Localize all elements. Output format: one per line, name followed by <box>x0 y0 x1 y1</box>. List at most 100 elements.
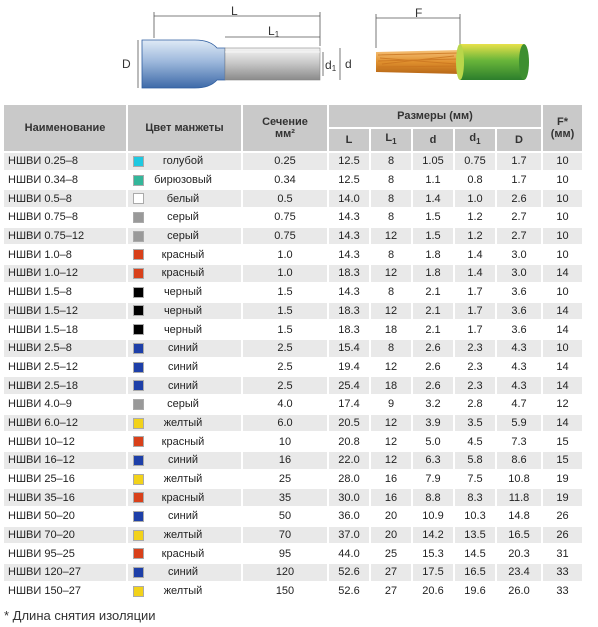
cell-L1: 27 <box>371 564 411 581</box>
color-swatch <box>133 193 144 205</box>
cell-color: серый <box>128 209 241 226</box>
color-swatch <box>133 436 144 448</box>
cell-L: 20.8 <box>329 433 369 450</box>
cell-L1: 12 <box>371 358 411 376</box>
table-row: НШВИ 95–25 красный 95 44.0 25 15.3 14.5 20.3 31 <box>4 545 582 563</box>
cell-color: серый <box>128 227 241 245</box>
color-swatch <box>133 305 144 317</box>
cell-d: 6.3 <box>413 452 453 469</box>
cell-color: синий <box>128 358 241 376</box>
cell-section: 50 <box>243 508 327 525</box>
cell-F: 10 <box>543 339 582 357</box>
color-swatch <box>133 324 144 336</box>
cell-d1: 13.5 <box>455 526 495 544</box>
cell-color: черный <box>128 302 241 320</box>
cell-name: НШВИ 120–27 <box>4 564 126 581</box>
cell-section: 25 <box>243 470 327 488</box>
cell-color: синий <box>128 452 241 469</box>
cell-L1: 12 <box>371 227 411 245</box>
cell-L: 22.0 <box>329 452 369 469</box>
cell-section: 0.5 <box>243 190 327 208</box>
label-L: L <box>231 6 238 18</box>
cell-L: 37.0 <box>329 526 369 544</box>
table-row: НШВИ 1.0–8 красный 1.0 14.3 8 1.8 1.4 3.0 10 <box>4 246 582 264</box>
color-name: желтый <box>163 585 203 598</box>
header-name: Наименование <box>4 105 126 151</box>
cell-name: НШВИ 1.0–12 <box>4 265 126 282</box>
cell-section: 1.5 <box>243 302 327 320</box>
cell-d1: 7.5 <box>455 470 495 488</box>
ferrule-dimension-drawing: L L1 D d1 d <box>122 6 352 89</box>
cell-F: 26 <box>543 508 582 525</box>
label-D: D <box>122 57 131 71</box>
cell-L: 52.6 <box>329 582 369 600</box>
cell-color: белый <box>128 190 241 208</box>
cell-L1: 8 <box>371 190 411 208</box>
color-swatch <box>133 174 144 186</box>
cell-D: 20.3 <box>497 545 541 563</box>
cell-d1: 2.3 <box>455 339 495 357</box>
cell-d: 15.3 <box>413 545 453 563</box>
cell-section: 1.0 <box>243 246 327 264</box>
header-section: Сечение мм² <box>243 105 327 151</box>
ferrule-spec-table: Наименование Цвет манжеты Сечение мм² Раз… <box>2 103 584 602</box>
cell-d1: 1.7 <box>455 283 495 301</box>
cell-D: 7.3 <box>497 433 541 450</box>
cell-section: 16 <box>243 452 327 469</box>
table-row: НШВИ 150–27 желтый 150 52.6 27 20.6 19.6 26.0 33 <box>4 582 582 600</box>
cell-D: 1.7 <box>497 153 541 170</box>
cell-F: 10 <box>543 171 582 189</box>
cell-d: 1.1 <box>413 171 453 189</box>
table-row: НШВИ 0.25–8 голубой 0.25 12.5 8 1.05 0.75 1.7 10 <box>4 153 582 170</box>
cell-color: красный <box>128 489 241 507</box>
color-swatch <box>133 212 144 223</box>
color-swatch <box>133 454 144 466</box>
cell-d1: 0.75 <box>455 153 495 170</box>
color-name: голубой <box>162 155 204 168</box>
cell-section: 10 <box>243 433 327 450</box>
color-name: желтый <box>163 473 203 486</box>
cell-section: 2.5 <box>243 377 327 394</box>
cell-d1: 4.5 <box>455 433 495 450</box>
cell-d: 1.8 <box>413 265 453 282</box>
cell-name: НШВИ 0.25–8 <box>4 153 126 170</box>
color-name: серый <box>167 230 199 243</box>
cell-color: синий <box>128 339 241 357</box>
cell-L1: 25 <box>371 545 411 563</box>
color-name: белый <box>166 192 200 205</box>
cell-color: синий <box>128 377 241 394</box>
cell-name: НШВИ 25–16 <box>4 470 126 488</box>
header-dims: Размеры (мм) <box>329 105 541 127</box>
cell-name: НШВИ 16–12 <box>4 452 126 469</box>
cell-F: 10 <box>543 153 582 170</box>
cell-D: 3.6 <box>497 302 541 320</box>
table-row: НШВИ 0.75–12 серый 0.75 14.3 12 1.5 1.2 2.7 10 <box>4 227 582 245</box>
cell-name: НШВИ 2.5–18 <box>4 377 126 394</box>
color-name: красный <box>161 491 205 504</box>
cell-color: красный <box>128 433 241 450</box>
cell-D: 23.4 <box>497 564 541 581</box>
table-row: НШВИ 0.75–8 серый 0.75 14.3 8 1.5 1.2 2.7 10 <box>4 209 582 226</box>
table-row: НШВИ 1.5–8 черный 1.5 14.3 8 2.1 1.7 3.6 10 <box>4 283 582 301</box>
cell-name: НШВИ 35–16 <box>4 489 126 507</box>
cell-F: 15 <box>543 433 582 450</box>
cell-d1: 14.5 <box>455 545 495 563</box>
stripped-wire-drawing: F <box>375 6 529 80</box>
cell-D: 3.6 <box>497 283 541 301</box>
color-name: черный <box>163 286 203 299</box>
color-swatch <box>133 548 144 560</box>
cell-section: 0.25 <box>243 153 327 170</box>
cell-F: 12 <box>543 395 582 413</box>
label-d: d <box>345 57 352 71</box>
color-name: красный <box>161 248 205 261</box>
cell-F: 19 <box>543 489 582 507</box>
cell-name: НШВИ 1.0–8 <box>4 246 126 264</box>
cell-name: НШВИ 1.5–18 <box>4 321 126 338</box>
cell-L: 36.0 <box>329 508 369 525</box>
table-row: НШВИ 0.5–8 белый 0.5 14.0 8 1.4 1.0 2.6 10 <box>4 190 582 208</box>
cell-F: 26 <box>543 526 582 544</box>
color-name: бирюзовый <box>154 174 212 187</box>
cell-L: 14.3 <box>329 246 369 264</box>
cell-L: 44.0 <box>329 545 369 563</box>
cell-section: 6.0 <box>243 414 327 432</box>
